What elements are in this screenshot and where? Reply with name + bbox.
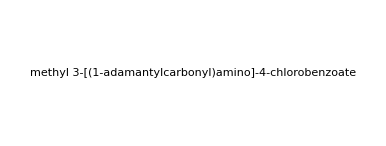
Text: methyl 3-[(1-adamantylcarbonyl)amino]-4-chlorobenzoate: methyl 3-[(1-adamantylcarbonyl)amino]-4-… [30,68,356,78]
